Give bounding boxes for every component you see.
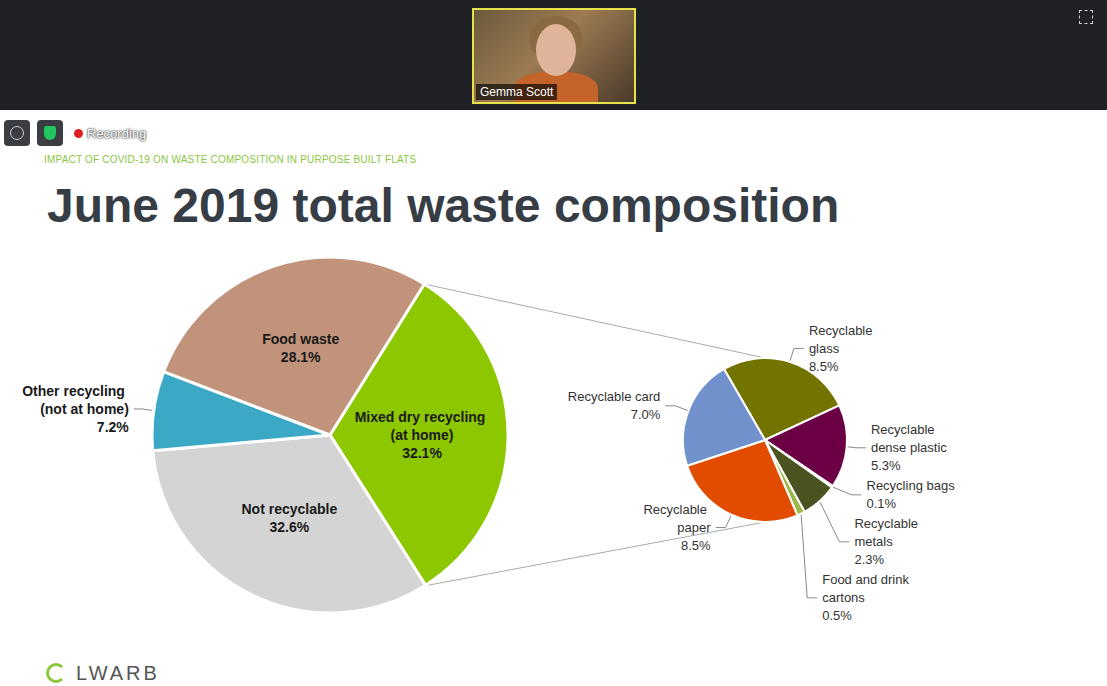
svg-text:Recyclable: Recyclable bbox=[643, 502, 710, 517]
html-text:Recording: Recording bbox=[87, 125, 147, 141]
svg-text:32.6%: 32.6% bbox=[269, 519, 309, 535]
svg-text:(not at home): (not at home) bbox=[40, 401, 129, 417]
svg-text:Mixed dry recycling: Mixed dry recycling bbox=[355, 409, 490, 425]
svg-text:8.5%: 8.5% bbox=[809, 359, 839, 374]
svg-text:7.2%: 7.2% bbox=[97, 419, 129, 435]
svg-text:Recyclable: Recyclable bbox=[809, 323, 876, 338]
svg-text:Recyclable: Recyclable bbox=[871, 422, 938, 437]
svg-text:Food and drink: Food and drink bbox=[822, 572, 912, 587]
svg-text:7.0%: 7.0% bbox=[631, 407, 661, 422]
html-text:IMPACT OF COVID-19 ON WASTE CO: IMPACT OF COVID-19 ON WASTE COMPOSITION … bbox=[44, 154, 417, 165]
svg-text:0.1%: 0.1% bbox=[867, 496, 897, 511]
svg-text:28.1%: 28.1% bbox=[281, 349, 321, 365]
svg-text:2.3%: 2.3% bbox=[854, 552, 884, 567]
svg-text:Not recyclable: Not recyclable bbox=[241, 501, 337, 517]
svg-text:Food waste: Food waste bbox=[262, 331, 339, 347]
svg-text:metals: metals bbox=[854, 534, 893, 549]
html-text:LWARB: LWARB bbox=[76, 662, 160, 684]
svg-text:glass: glass bbox=[809, 341, 840, 356]
svg-text:Recycling bags: Recycling bags bbox=[867, 478, 956, 493]
svg-text:(at home): (at home) bbox=[390, 427, 453, 443]
svg-text:June 2019 total waste composit: June 2019 total waste composition bbox=[47, 179, 839, 232]
svg-text:dense plastic: dense plastic bbox=[871, 440, 947, 455]
svg-text:32.1%: 32.1% bbox=[402, 445, 442, 461]
svg-text:cartons: cartons bbox=[822, 590, 865, 605]
svg-text:5.3%: 5.3% bbox=[871, 458, 901, 473]
html-text:Gemma Scott: Gemma Scott bbox=[480, 85, 554, 99]
svg-text:Recyclable card: Recyclable card bbox=[568, 389, 661, 404]
svg-text:8.5%: 8.5% bbox=[681, 538, 711, 553]
svg-text:0.5%: 0.5% bbox=[822, 608, 852, 623]
svg-text:paper: paper bbox=[677, 520, 711, 535]
svg-text:Recyclable: Recyclable bbox=[854, 516, 921, 531]
svg-text:Other recycling: Other recycling bbox=[22, 383, 129, 399]
